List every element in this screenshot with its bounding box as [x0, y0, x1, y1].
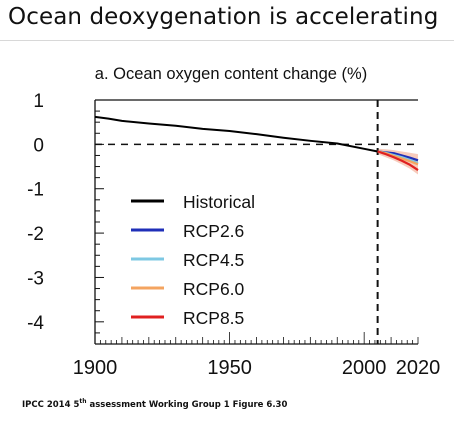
y-tick-label: 1	[33, 91, 44, 112]
series-line-rcp8-5	[377, 150, 419, 172]
series-line-historical	[94, 115, 378, 153]
y-tick-label: 0	[33, 135, 44, 156]
legend-label: RCP6.0	[183, 279, 245, 299]
y-tick-label: -3	[27, 268, 44, 289]
x-tick-label: 2000	[342, 357, 387, 379]
chart-title: a. Ocean oxygen content change (%)	[95, 65, 367, 83]
legend-label: RCP4.5	[183, 250, 244, 270]
legend-label: RCP2.6	[183, 221, 244, 241]
title-divider	[0, 40, 454, 41]
figure-credit: IPCC 2014 5th assessment Working Group 1…	[22, 398, 287, 410]
y-tick-label: -2	[27, 224, 44, 245]
y-tick-label: -4	[27, 313, 44, 334]
credit-suffix: assessment Working Group 1 Figure 6.30	[86, 399, 288, 410]
slide-title: Ocean deoxygenation is accelerating	[8, 4, 439, 30]
y-tick-label: -1	[27, 180, 44, 201]
legend-label: Historical	[183, 192, 255, 212]
credit-prefix: IPCC 2014 5	[22, 399, 80, 410]
x-tick-label: 1950	[207, 357, 252, 379]
x-tick-label: 1900	[73, 357, 118, 379]
x-tick-label: 2020	[396, 357, 441, 379]
credit-superscript: th	[79, 398, 87, 405]
legend-label: RCP8.5	[183, 308, 244, 328]
